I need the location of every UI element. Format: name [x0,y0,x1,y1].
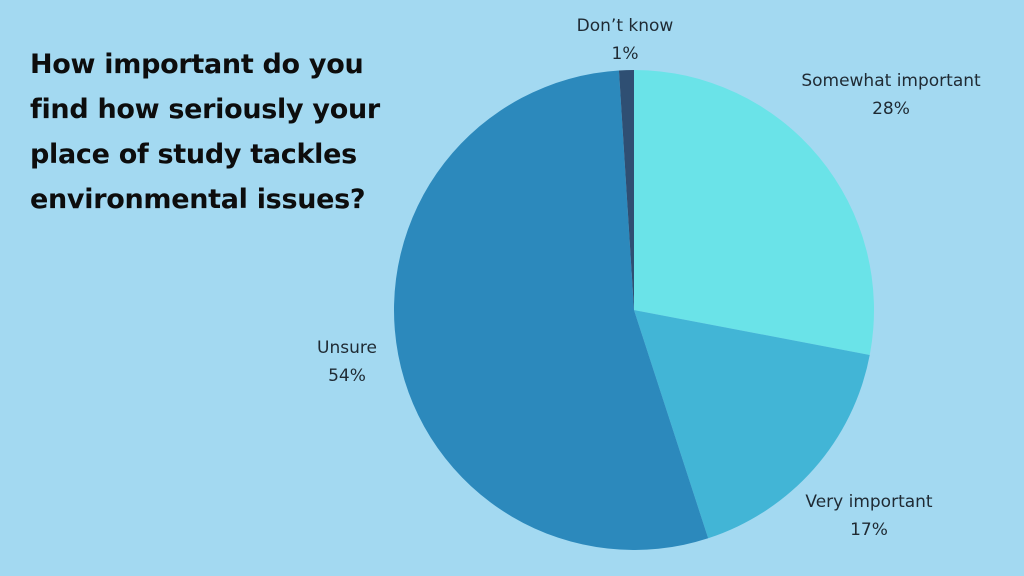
chart-title: How important do you find how seriously … [30,42,430,222]
pie-slice-somewhat-important [634,70,875,355]
pie-slice-unsure [393,70,709,550]
slice-value-unsure: 54% [328,366,366,386]
slice-label-very-important: Very important [805,492,933,512]
chart-title-line-2: find how seriously your [30,94,380,125]
slice-value-somewhat-important: 28% [872,99,910,119]
pie-slice-don-t-know [618,69,634,310]
chart-title-line-3: place of study tackles [30,139,357,170]
slice-value-very-important: 17% [850,520,888,540]
slice-label-don-t-know: Don’t know [577,16,674,36]
chart-title-line-1: How important do you [30,49,364,80]
pie-slices [393,69,875,550]
slice-label-somewhat-important: Somewhat important [801,71,981,91]
slice-value-don-t-know: 1% [612,44,639,64]
pie-slice-very-important [634,310,870,539]
pie-labels: Somewhat important 28% Very important 17% Un… [317,16,981,540]
chart-title-line-4: environmental issues? [30,184,366,215]
slice-label-unsure: Unsure [317,338,377,358]
